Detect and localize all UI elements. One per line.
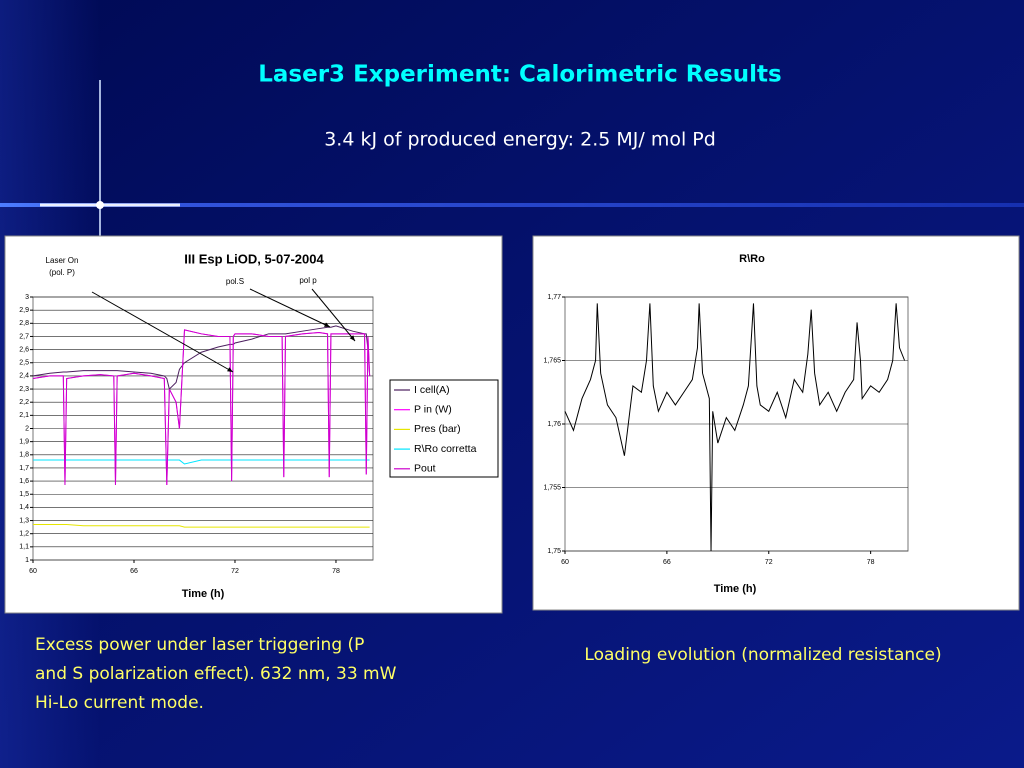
chart-title: R\Ro — [739, 253, 765, 265]
y-tick-label: 1,6 — [19, 478, 29, 485]
series-line — [33, 459, 370, 465]
series-line — [564, 303, 906, 552]
slide-title: Laser3 Experiment: Calorimetric Results — [258, 62, 781, 88]
x-tick-label: 72 — [231, 568, 239, 575]
y-tick-label: 2,8 — [19, 320, 29, 327]
legend-label: Pout — [414, 463, 436, 475]
y-tick-label: 2,9 — [19, 307, 29, 314]
x-axis-label: Time (h) — [182, 588, 225, 600]
y-tick-label: 2,3 — [19, 386, 29, 393]
y-tick-label: 1 — [25, 557, 29, 564]
y-tick-label: 1,5 — [19, 491, 29, 498]
decor-band — [0, 203, 1024, 207]
chart-title: III Esp LiOD, 5-07-2004 — [184, 251, 324, 266]
annotation: (pol. P) — [49, 268, 75, 277]
legend-label: Pres (bar) — [414, 423, 461, 435]
slide-subtitle: 3.4 kJ of produced energy: 2.5 MJ/ mol P… — [324, 129, 716, 151]
y-tick-label: 1,9 — [19, 438, 29, 445]
x-tick-label: 72 — [765, 559, 773, 566]
y-tick-label: 2,6 — [19, 346, 29, 353]
caption: Hi-Lo current mode. — [35, 693, 204, 713]
caption: Loading evolution (normalized resistance… — [584, 645, 941, 665]
y-tick-label: 1,77 — [547, 294, 561, 301]
x-tick-label: 60 — [561, 559, 569, 566]
y-tick-label: 1,75 — [547, 548, 561, 555]
y-tick-label: 1,76 — [547, 421, 561, 428]
legend-label: R\Ro corretta — [414, 443, 477, 455]
y-tick-label: 2,7 — [19, 333, 29, 340]
annotation: pol p — [299, 276, 317, 285]
y-tick-label: 2 — [25, 425, 29, 432]
arrow — [249, 288, 331, 328]
x-axis-label: Time (h) — [714, 583, 757, 595]
series-line — [32, 325, 371, 391]
caption: and S polarization effect). 632 nm, 33 m… — [35, 664, 397, 684]
series-line — [32, 329, 371, 486]
y-tick-label: 1,2 — [19, 531, 29, 538]
y-tick-label: 2,1 — [19, 412, 29, 419]
arrow-head — [227, 367, 233, 372]
y-tick-label: 1,755 — [543, 484, 561, 491]
arrow — [91, 291, 234, 373]
y-tick-label: 1,8 — [19, 452, 29, 459]
y-tick-label: 2,4 — [19, 373, 29, 380]
arrow-head — [324, 322, 330, 327]
legend-label: I cell(A) — [414, 384, 450, 396]
y-tick-label: 2,2 — [19, 399, 29, 406]
legend — [389, 379, 499, 478]
x-tick-label: 60 — [29, 568, 37, 575]
legend-label: P in (W) — [414, 403, 452, 415]
annotation: pol.S — [226, 277, 244, 286]
x-tick-label: 78 — [867, 559, 875, 566]
y-tick-label: 2,5 — [19, 360, 29, 367]
y-tick-label: 1,3 — [19, 517, 29, 524]
y-tick-label: 1,4 — [19, 504, 29, 511]
caption: Excess power under laser triggering (P — [35, 635, 364, 655]
x-tick-label: 78 — [332, 568, 340, 575]
y-tick-label: 1,765 — [543, 357, 561, 364]
annotation-arrows — [91, 288, 356, 373]
series-line — [33, 524, 370, 528]
annotation: Laser On — [46, 256, 79, 265]
arrow-head — [349, 335, 355, 341]
arrow — [311, 288, 356, 342]
x-tick-label: 66 — [130, 568, 138, 575]
y-tick-label: 1,7 — [19, 465, 29, 472]
y-tick-label: 3 — [25, 294, 29, 301]
x-tick-label: 66 — [663, 559, 671, 566]
sparkle — [96, 201, 104, 209]
y-tick-label: 1,1 — [19, 544, 29, 551]
